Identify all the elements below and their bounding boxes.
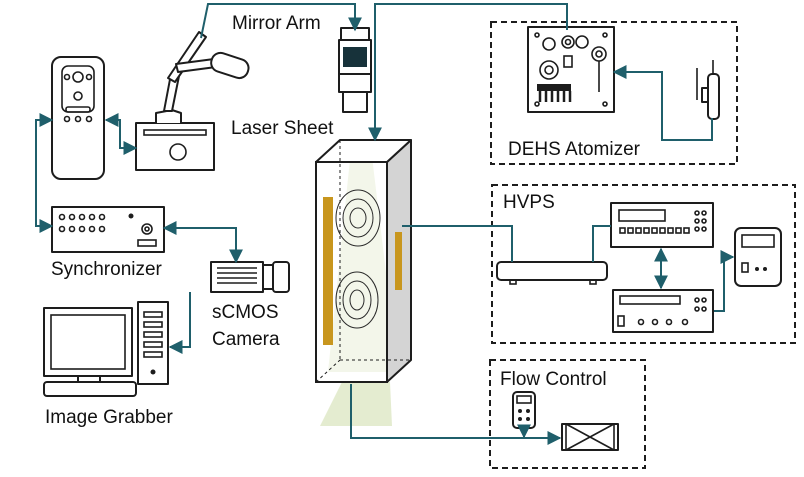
junction-to-meter-wire: [592, 225, 611, 262]
laser-sheet-label: Laser Sheet: [231, 118, 334, 139]
synchronizer-label: Synchronizer: [51, 259, 163, 280]
electrode-to-junction-wire: [402, 225, 513, 262]
controller-to-synchronizer-wire: [35, 113, 54, 233]
controller-to-laser-wire: [104, 113, 138, 155]
scmos-camera-icon: [210, 261, 290, 293]
flow-control-label: Flow Control: [500, 369, 607, 390]
image-grabber-label: Image Grabber: [45, 407, 173, 428]
hv-probe-meter-icon: [734, 227, 782, 287]
hvps-label: HVPS: [503, 192, 555, 213]
air-supply-to-atomizer-wire: [612, 65, 713, 141]
laser-with-mirror-arm-icon: [135, 31, 250, 171]
laser-controller-icon: [51, 56, 105, 180]
air-regulator-icon: [696, 60, 720, 120]
right-electrode: [395, 232, 402, 290]
hv-meter-icon: [610, 202, 714, 248]
left-electrode: [323, 197, 333, 345]
flow-control-group: [489, 359, 646, 469]
mirror-arm-to-optics-wire: [200, 3, 362, 39]
mirror-arm-label: Mirror Arm: [232, 13, 321, 34]
test-chamber: [315, 139, 412, 383]
synchronizer-icon: [51, 206, 165, 253]
dehs-atomizer-icon: [527, 26, 615, 113]
vortex-rings: [335, 189, 381, 329]
laser-sheet-optics-icon: [338, 27, 372, 113]
chamber-to-valve-wire: [350, 384, 562, 445]
camera-label-line1: sCMOS: [212, 302, 279, 323]
atomizer-to-chamber-wire: [368, 3, 568, 142]
synchronizer-to-camera-wire: [162, 221, 243, 264]
flow-valve-icon: [561, 423, 619, 451]
connections: [35, 3, 735, 445]
supply-to-probe-wire: [714, 250, 735, 312]
laser-sheet-lower-beam: [320, 382, 392, 426]
camera-to-computer-wire: [168, 292, 191, 354]
flow-meter-handheld-icon: [512, 391, 536, 429]
image-grabber-computer-icon: [43, 301, 169, 397]
dehs-atomizer-group: [490, 21, 738, 165]
dehs-atomizer-label: DEHS Atomizer: [508, 139, 641, 160]
hv-junction-box-icon: [496, 261, 608, 285]
camera-label-line2: Camera: [212, 329, 280, 350]
hv-power-supply-icon: [612, 289, 714, 333]
hvps-group: [491, 184, 796, 344]
